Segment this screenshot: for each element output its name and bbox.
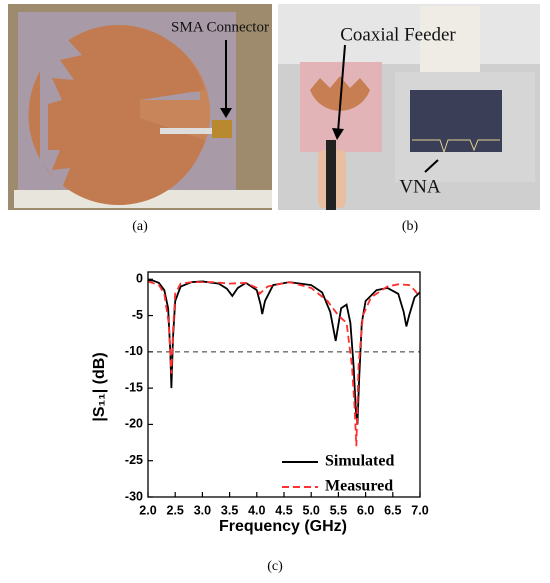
photo-b: Coaxial Feeder VNA: [278, 4, 540, 210]
x-tick-label: 6.0: [357, 503, 374, 517]
x-tick-label: 5.5: [330, 503, 347, 517]
y-tick-label: -15: [125, 380, 143, 394]
panel-label: (c): [267, 559, 283, 574]
x-tick-label: 5.0: [303, 503, 320, 517]
x-tick-label: 7.0: [411, 503, 428, 517]
photo-a: SMA Connector: [8, 4, 272, 210]
panel-label: (b): [402, 219, 419, 234]
x-tick-label: 3.5: [221, 503, 238, 517]
legend-label: Simulated: [325, 453, 394, 470]
y-axis-title: |S₁₁| (dB): [91, 352, 108, 421]
annotation: Coaxial Feeder: [340, 24, 456, 45]
series-line: [147, 280, 421, 447]
x-tick-label: 4.5: [275, 503, 292, 517]
x-tick-label: 4.0: [248, 503, 265, 517]
x-tick-label: 2.0: [139, 503, 156, 517]
y-tick-label: -20: [125, 417, 143, 431]
y-tick-label: -5: [132, 308, 143, 322]
y-tick-label: -10: [125, 344, 143, 358]
legend-label: Measured: [325, 478, 393, 495]
x-axis-title: Frequency (GHz): [219, 518, 347, 535]
panel-label: (a): [132, 219, 148, 234]
x-tick-label: 3.0: [194, 503, 211, 517]
annotation: SMA Connector: [171, 19, 269, 35]
y-tick-label: -30: [125, 489, 143, 503]
y-tick-label: 0: [136, 272, 143, 286]
x-tick-label: 2.5: [167, 503, 184, 517]
plot-frame: [147, 271, 421, 498]
y-tick-label: -25: [125, 453, 143, 467]
x-tick-label: 6.5: [384, 503, 401, 517]
annotation: VNA: [399, 176, 440, 197]
